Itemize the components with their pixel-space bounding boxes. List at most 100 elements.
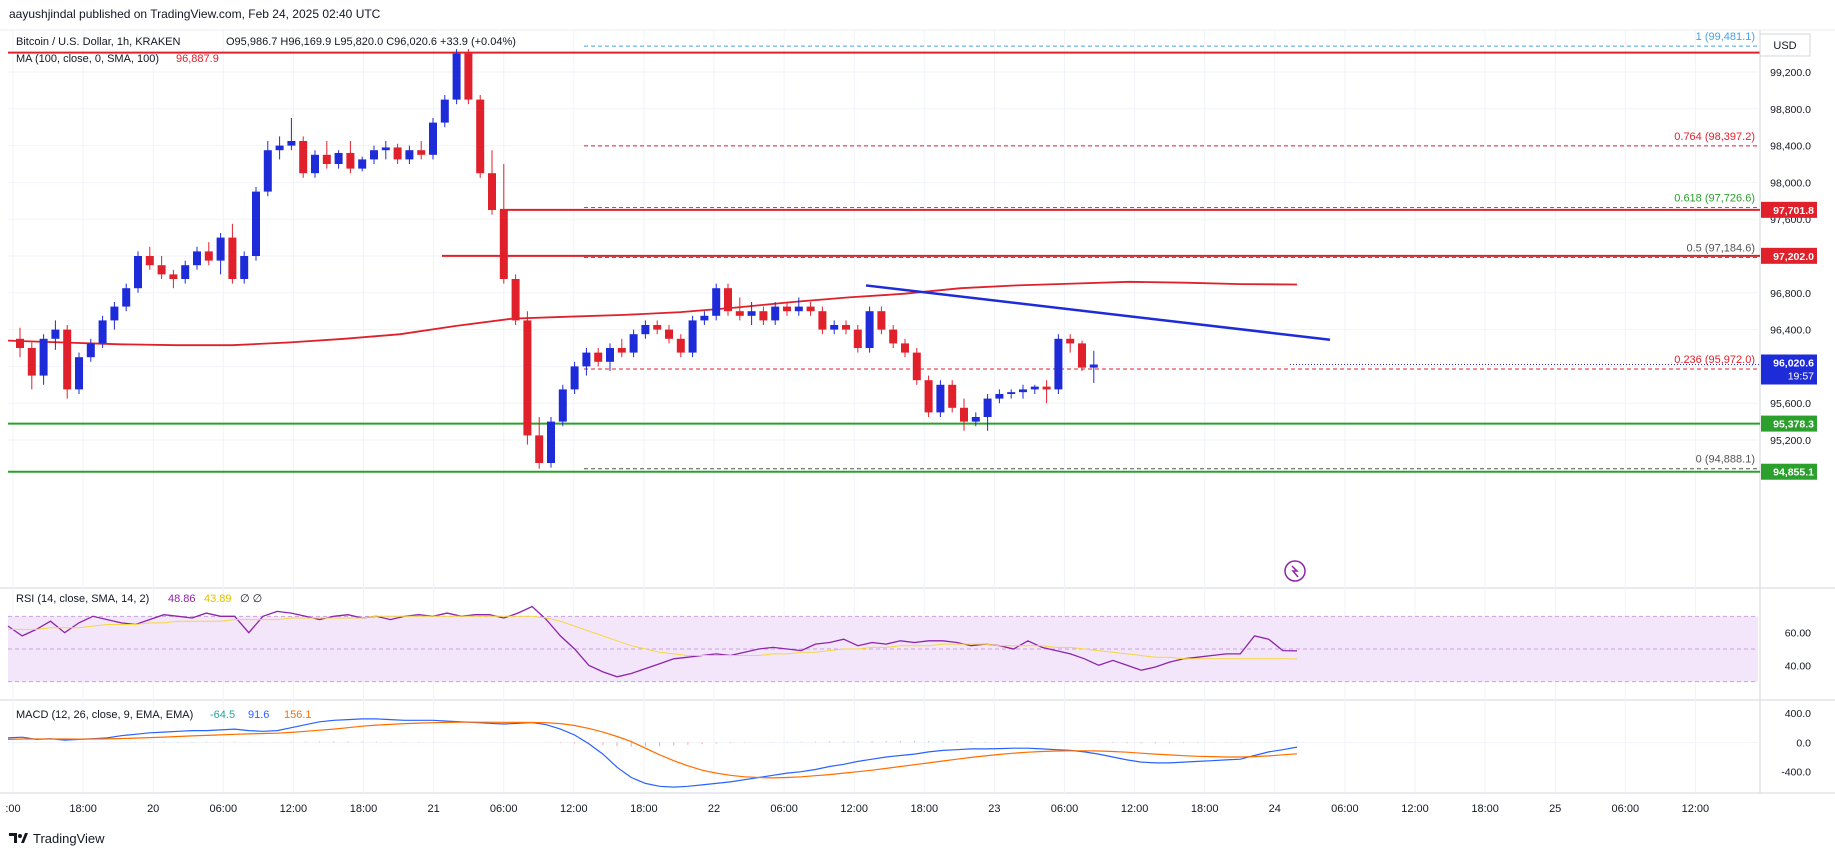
price-badge-label: 97,701.8 [1773,205,1814,217]
candle-body [287,141,296,146]
candle-body [924,380,933,413]
candle-body [582,352,591,367]
macd-legend-value: 91.6 [248,709,269,721]
candle-body [960,407,968,422]
candle-body [75,357,83,390]
candle-body [122,288,131,307]
price-tick-label: 96,400.0 [1770,325,1811,337]
candle-body [51,329,60,339]
horizontal-levels [8,51,1760,473]
fib-level-label: 0.618 (97,726.6) [1674,193,1755,205]
time-tick-label: 12:00 [1401,803,1429,815]
candle-body [724,288,732,312]
candle-body [594,352,603,362]
candle-body [995,394,1004,399]
time-tick-label: 22 [708,803,720,815]
time-tick-label: 06:00 [1612,803,1640,815]
candle-body [464,53,473,100]
candle-body [983,398,992,417]
time-tick-label: 06:00 [210,803,238,815]
price-axis[interactable]: 99,200.098,800.098,400.098,000.097,600.0… [1290,67,1817,779]
ma-legend-label: MA (100, close, 0, SMA, 100) [16,53,159,65]
candle-body [877,311,886,330]
replay-icon[interactable] [1284,560,1306,582]
time-tick-label: 06:00 [770,803,798,815]
time-tick-label: 06:00 [1051,803,1079,815]
fibonacci-retracement[interactable]: 1 (99,481.1) 0.764 (98,397.2) 0.618 (97,72… [584,31,1760,470]
candle-body [381,147,390,151]
time-tick-label: 18:00 [1191,803,1219,815]
time-axis[interactable]: :00 18:00 20 06:00 12:00 18:00 21 06:00 12:00 18:… [5,803,1709,815]
candle-body [346,152,355,169]
published-line: aayushjindal published on TradingView.co… [9,7,381,21]
time-tick-label: 12:00 [1682,803,1710,815]
rsi-tick-label: 60.00 [1785,628,1811,640]
resistance-trendline[interactable] [865,284,1331,341]
macd-pane [7,718,1758,788]
candle-body [429,122,437,155]
candle-body [252,191,260,256]
candle-body [145,256,154,266]
candle-body [98,320,107,344]
candle-body [1066,338,1075,344]
macd-legend-label: MACD (12, 26, close, 9, EMA, EMA) [16,709,193,721]
time-tick-label: 12:00 [1121,803,1149,815]
candle-body [830,325,839,330]
current-price-badge [1761,354,1817,385]
macd-tick-label: -400.0 [1781,767,1811,779]
moving-average [7,280,1298,347]
macd-line [7,718,1298,788]
candle-body [275,145,284,151]
candle-body [794,306,803,312]
time-tick-label: 18:00 [350,803,378,815]
candle-body [806,306,815,312]
time-tick-label: 20 [147,803,159,815]
price-badge-label: 97,202.0 [1773,251,1814,263]
candle-body [676,338,685,353]
candle-body [16,338,24,348]
currency-button[interactable] [1759,33,1811,57]
candle-body [393,147,402,160]
rsi-tick-label: 40.00 [1785,660,1811,672]
candle-body [110,306,119,321]
candle-body [452,53,461,100]
rsi-pane [7,605,1758,683]
candle-body [27,348,36,376]
time-tick-label: 06:00 [490,803,518,815]
candle-body [476,99,485,174]
candle-body [63,329,72,390]
candle-body [157,265,166,275]
price-badge [1761,247,1817,264]
candle-body [629,334,638,353]
signal-line [7,721,1298,779]
candle-body [641,325,650,335]
candle-body [759,311,768,321]
trendline[interactable] [865,284,1331,341]
candle-body [1089,364,1098,368]
candle-body [912,352,921,381]
candle-body [499,210,508,279]
candle-body [700,315,709,321]
tradingview-logo[interactable] [9,833,28,843]
candle-body [228,237,237,279]
candle-body [712,288,721,316]
time-tick-label: 18:00 [911,803,939,815]
candle-body [570,366,579,390]
candle-body [523,320,532,436]
candle-body [134,256,142,289]
rsi-legend-label: RSI (14, close, SMA, 14, 2) [16,593,149,605]
candle-body [783,306,791,312]
candle-body [299,141,308,174]
candle-body [1042,386,1051,390]
time-tick-label: 12:00 [280,803,308,815]
candle-body [535,435,544,463]
candle-body [865,311,874,348]
candle-body [747,311,756,316]
candle-body [358,159,367,169]
ma-line [7,280,1298,347]
candle-body [842,325,850,330]
fib-level-label: 1 (99,481.1) [1696,31,1755,43]
candle-body [547,421,555,463]
